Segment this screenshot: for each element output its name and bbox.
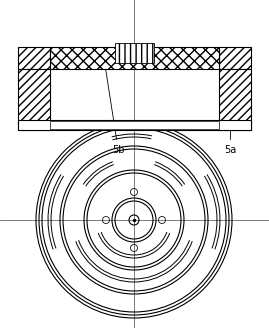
- Bar: [50, 121, 219, 129]
- Bar: [50, 47, 219, 69]
- Bar: [115, 43, 154, 63]
- Bar: [18, 47, 50, 69]
- Text: 5a: 5a: [224, 65, 236, 155]
- Bar: [219, 69, 251, 130]
- Text: 5b: 5b: [105, 68, 125, 155]
- Bar: [219, 47, 251, 69]
- Bar: [18, 120, 251, 130]
- Bar: [18, 69, 50, 130]
